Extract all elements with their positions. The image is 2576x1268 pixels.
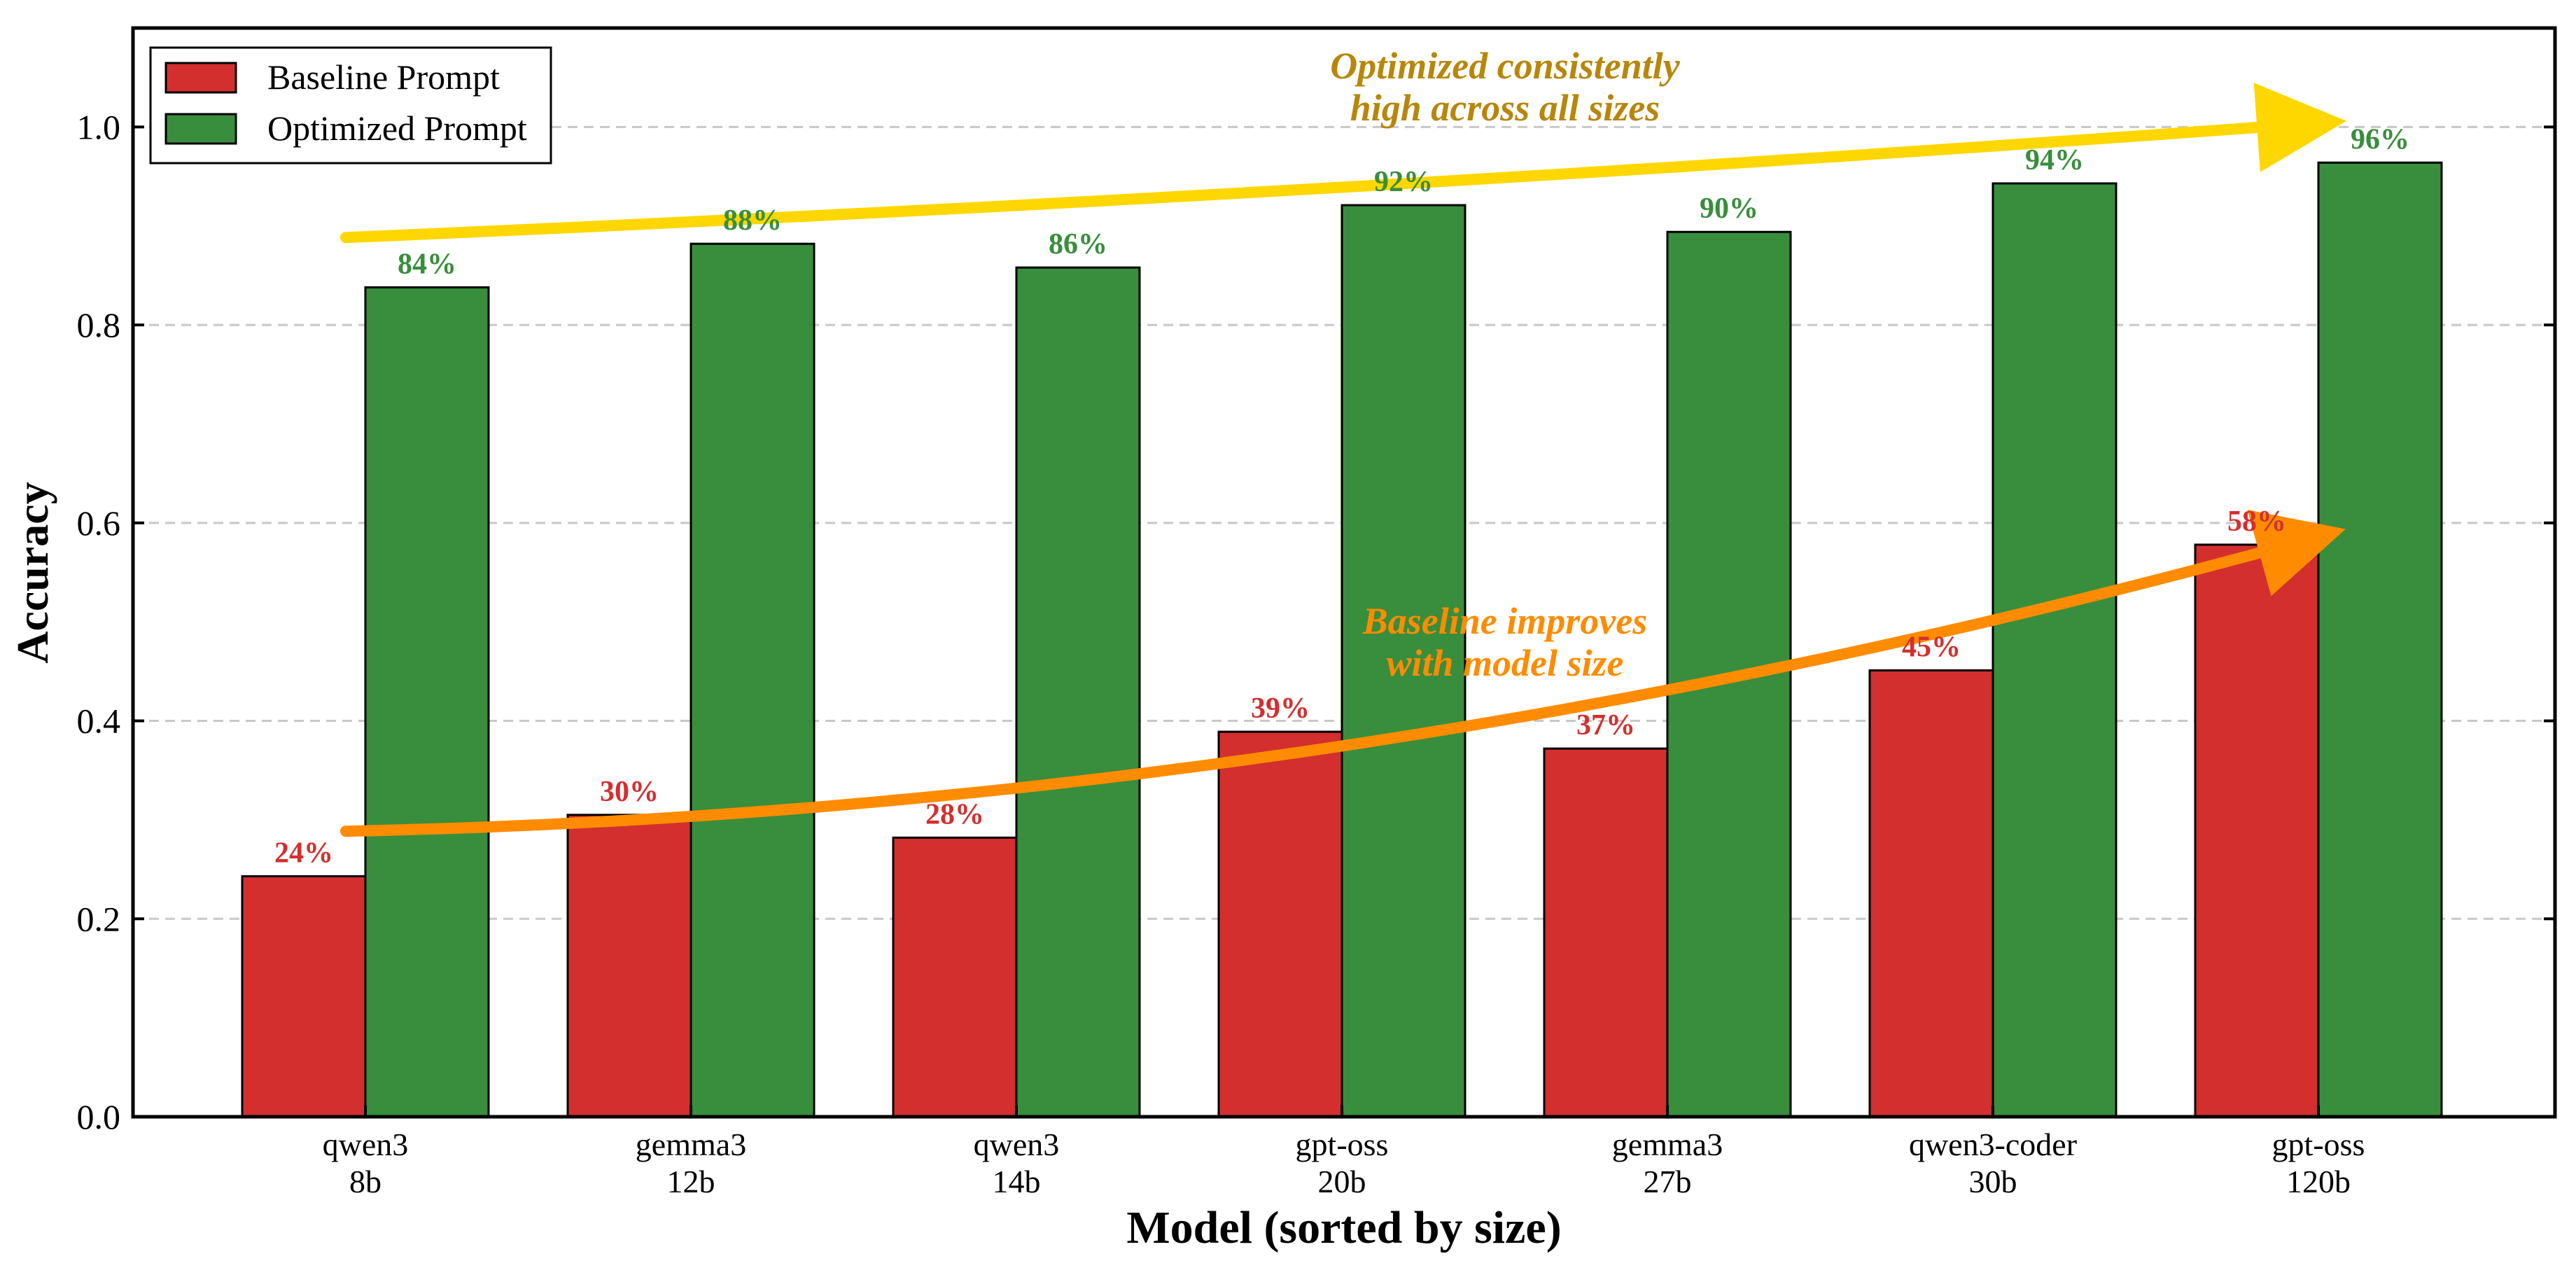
- y-tick-label: 0.0: [77, 1097, 121, 1136]
- bar-value-label-baseline: 45%: [1902, 631, 1961, 663]
- x-tick-label-line-1: qwen3: [323, 1127, 409, 1162]
- x-tick-label-line-1: qwen3-coder: [1909, 1127, 2077, 1162]
- bar-baseline: [1543, 747, 1669, 1118]
- bar-baseline: [892, 836, 1018, 1118]
- bar-value-label-baseline: 28%: [925, 798, 984, 830]
- bar-baseline: [241, 875, 367, 1118]
- baseline-annotation-line-1: Baseline improves: [1362, 600, 1647, 642]
- bar-baseline: [2194, 543, 2320, 1118]
- baseline-annotation: Baseline improves with model size: [1362, 600, 1647, 684]
- bar-optimized: [690, 242, 816, 1118]
- x-tick-label-line-2: 14b: [993, 1164, 1041, 1199]
- trend-arrows: [340, 83, 2346, 837]
- x-tick-label-line-2: 12b: [667, 1164, 715, 1199]
- x-tick-label-line-1: gpt-oss: [1296, 1127, 1389, 1162]
- x-tick-label-line-1: gemma3: [636, 1127, 746, 1162]
- bar-value-label-optimized: 86%: [1049, 228, 1107, 260]
- y-tick-label: 1.0: [77, 107, 121, 146]
- bar-value-label-optimized: 92%: [1374, 166, 1433, 198]
- bar-optimized: [1340, 204, 1466, 1118]
- bars: [241, 161, 2443, 1118]
- x-tick-label-line-2: 27b: [1644, 1164, 1692, 1199]
- bar-optimized: [1015, 266, 1141, 1118]
- bar-value-label-optimized: 96%: [2351, 123, 2409, 155]
- bar-optimized: [1991, 182, 2118, 1118]
- bar-baseline: [1868, 669, 1994, 1118]
- x-tick-label-line-1: gemma3: [1612, 1127, 1723, 1162]
- bar-optimized: [364, 286, 490, 1118]
- optimized-annotation-line-1: Optimized consistently: [1330, 45, 1681, 87]
- y-axis-label: Accuracy: [8, 482, 57, 663]
- optimized-trend-arrow: [340, 83, 2346, 244]
- x-tick-label-line-2: 8b: [349, 1164, 382, 1199]
- y-tick-label: 0.8: [77, 305, 121, 344]
- x-tick-label-line-1: qwen3: [974, 1127, 1060, 1162]
- bar-value-label-optimized: 94%: [2025, 144, 2084, 176]
- optimized-annotation-line-2: high across all sizes: [1350, 87, 1660, 129]
- bar-value-label-optimized: 90%: [1700, 193, 1758, 225]
- bar-value-label-baseline: 30%: [600, 776, 659, 808]
- legend-label-optimized: Optimized Prompt: [267, 109, 527, 148]
- optimized-annotation: Optimized consistently high across all s…: [1330, 45, 1681, 129]
- x-tick-label-line-2: 30b: [1969, 1164, 2017, 1199]
- legend-label-baseline: Baseline Prompt: [267, 57, 500, 97]
- x-tick-label-line-2: 120b: [2286, 1164, 2351, 1199]
- bar-value-label-baseline: 58%: [2227, 506, 2286, 538]
- x-tick-label-line-1: gpt-oss: [2272, 1127, 2365, 1162]
- legend: Baseline Prompt Optimized Prompt: [149, 46, 552, 165]
- y-tick-label: 0.4: [77, 702, 121, 741]
- y-tick-label: 0.6: [77, 503, 121, 543]
- bar-optimized: [2317, 161, 2443, 1118]
- bar-value-label-baseline: 39%: [1251, 692, 1310, 725]
- x-axis-ticks: qwen38bgemma312bqwen314bgpt-oss20bgemma3…: [323, 1106, 2365, 1199]
- bar-value-label-optimized: 84%: [398, 248, 456, 280]
- bar-value-label-optimized: 88%: [723, 204, 782, 237]
- baseline-trend-arrow: [340, 510, 2346, 837]
- plot-frame: [131, 26, 2557, 1119]
- y-tick-label: 0.2: [77, 899, 121, 938]
- bar-value-labels: 24% 30% 28% 39% 37% 45% 58% 84% 88% 86% 92% 90% 94% 9…: [274, 123, 2409, 869]
- x-axis-label: Model (sorted by size): [1126, 1202, 1561, 1253]
- x-tick-label-line-2: 20b: [1318, 1164, 1366, 1199]
- bar-baseline: [566, 814, 692, 1118]
- y-axis-ticks: 0.0 0.2 0.4 0.6 0.8 1.0: [77, 107, 2555, 1136]
- baseline-annotation-line-2: with model size: [1386, 642, 1623, 684]
- legend-swatch-baseline: [164, 62, 237, 94]
- bar-value-label-baseline: 37%: [1576, 709, 1635, 741]
- bar-value-label-baseline: 24%: [274, 837, 333, 869]
- bar-baseline: [1217, 730, 1343, 1118]
- legend-swatch-optimized: [164, 113, 237, 145]
